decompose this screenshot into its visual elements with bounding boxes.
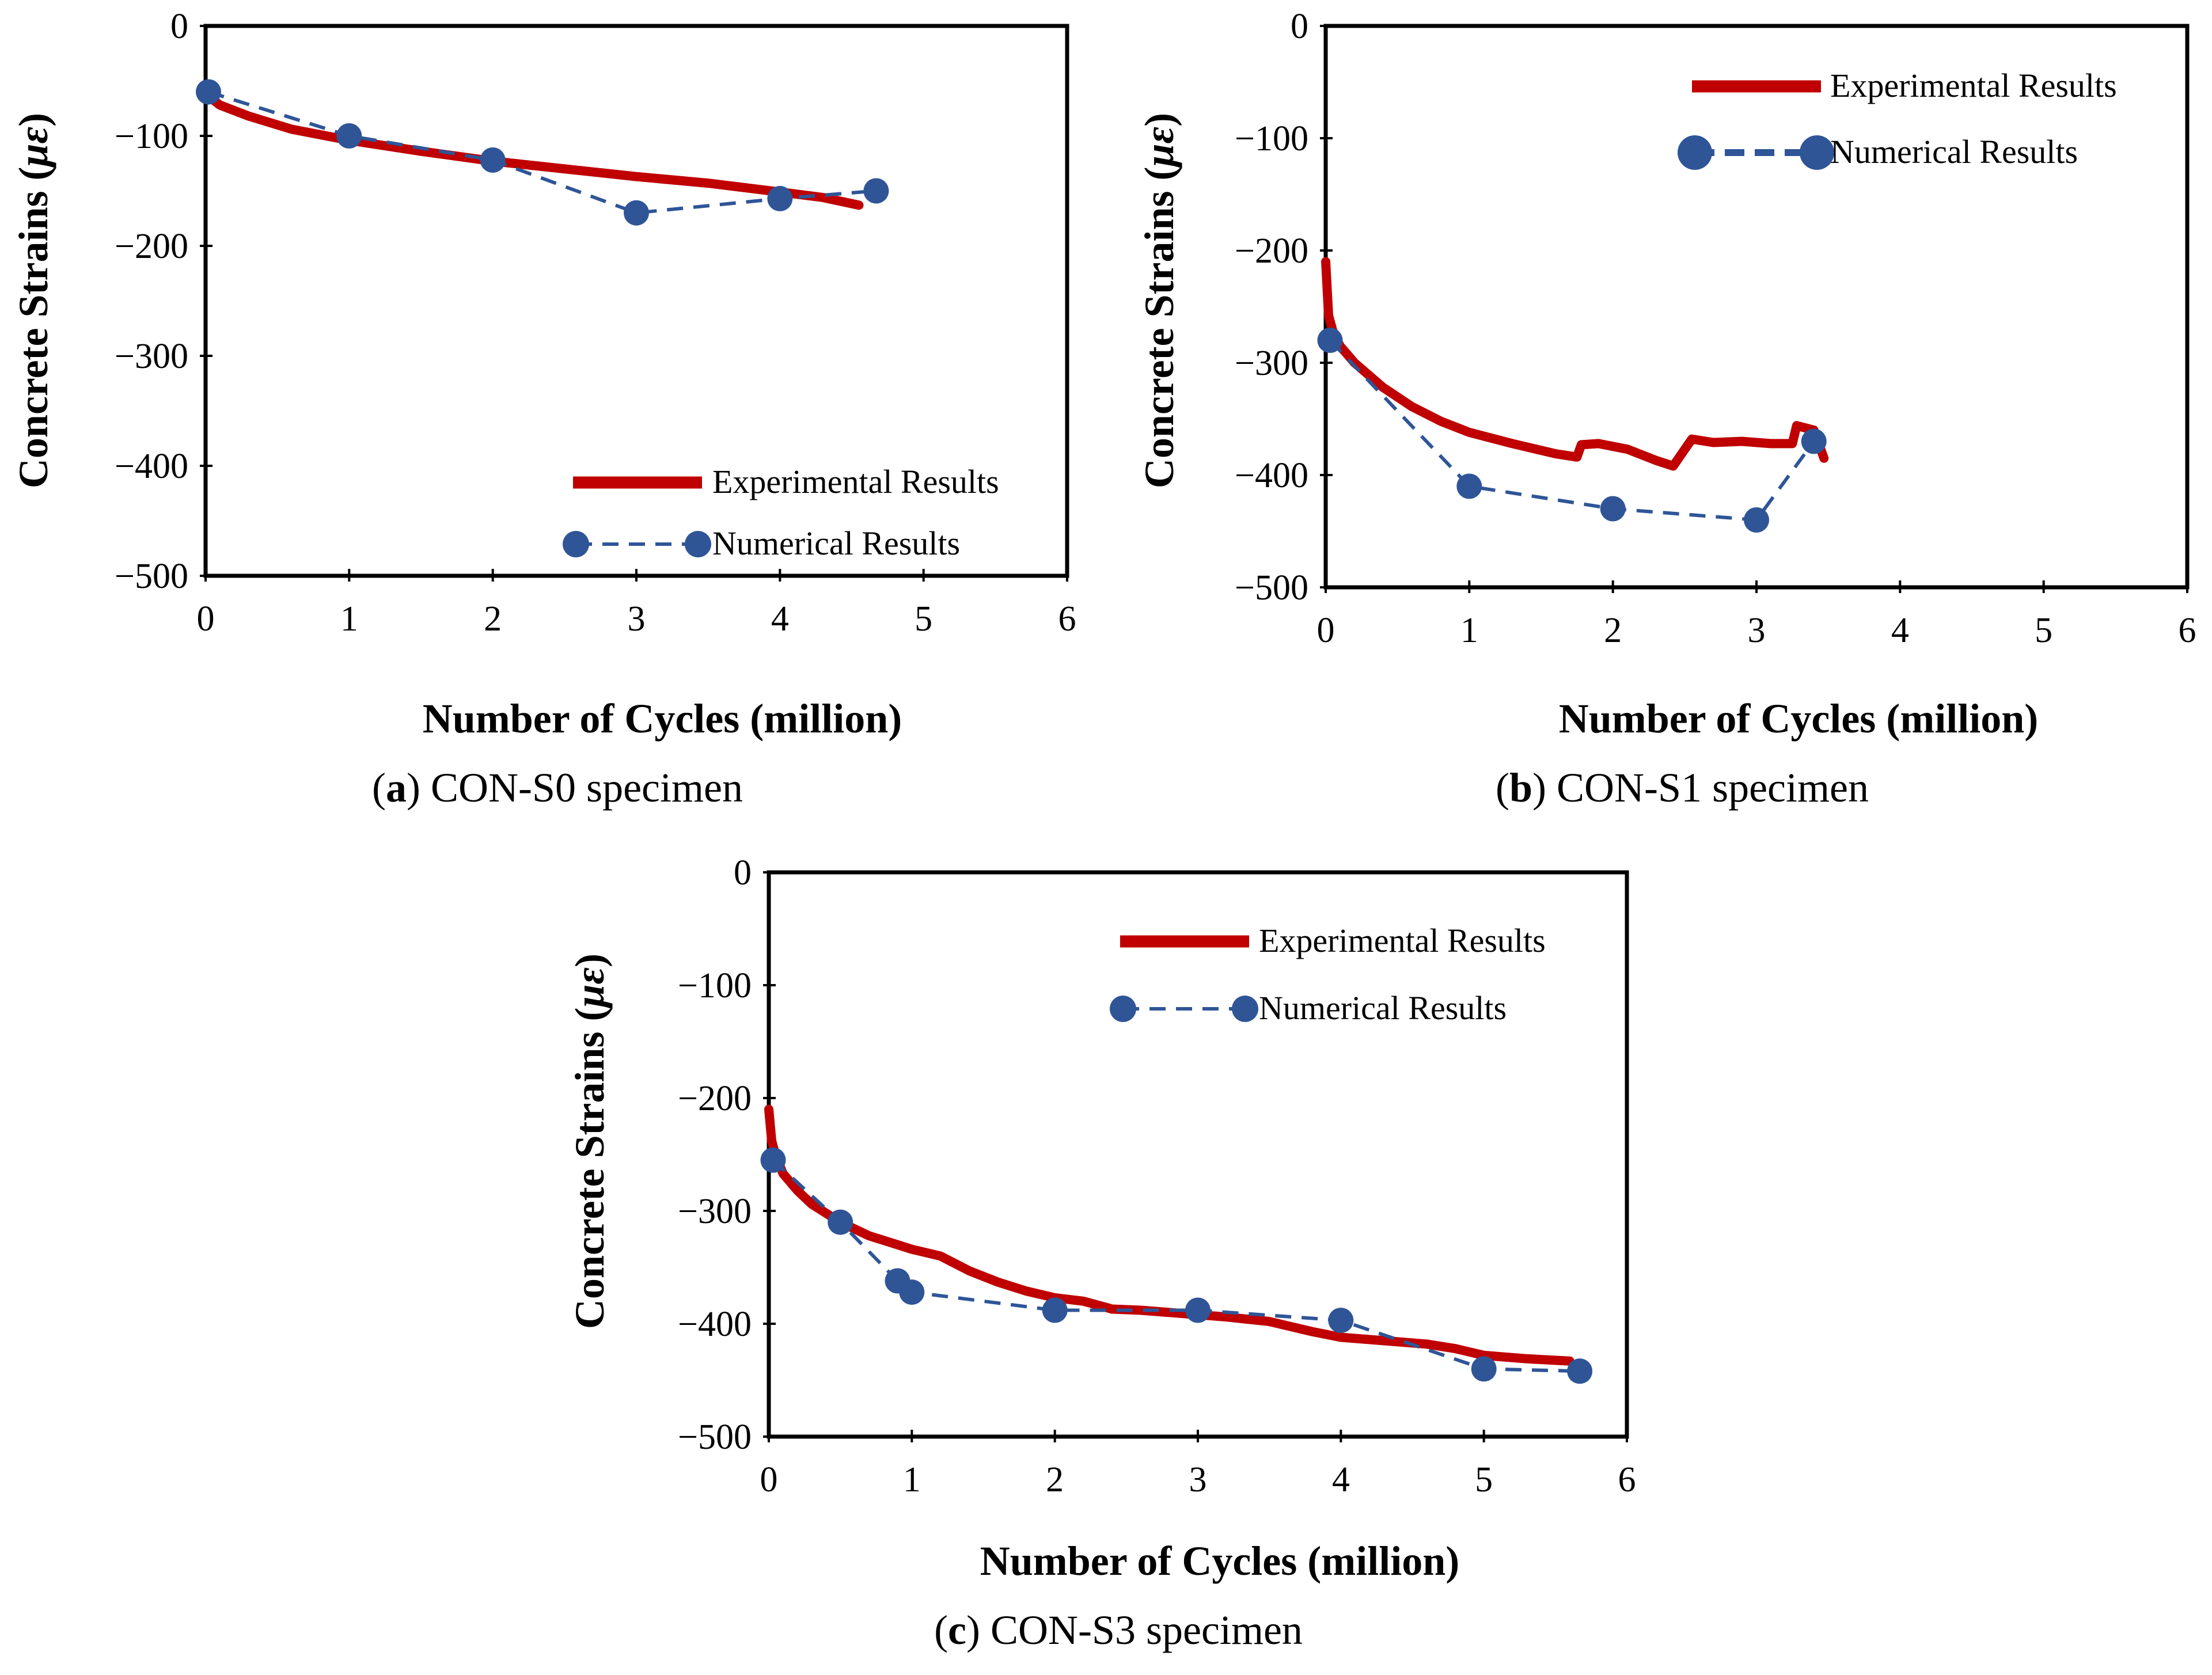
legend-experimental-label-a: Experimental Results: [712, 463, 999, 500]
legend-numerical-marker-right-a: [685, 531, 711, 557]
x-tick-label-c-1: 1: [903, 1460, 921, 1499]
numerical-point-c-8: [1567, 1358, 1593, 1384]
numerical-point-b-4: [1801, 428, 1827, 454]
legend-numerical-label-c: Numerical Results: [1259, 989, 1507, 1027]
numerical-series-line-c: [772, 1159, 1580, 1373]
y-tick-label-b-4: −400: [1235, 456, 1308, 495]
y-tick-label-c-4: −400: [678, 1305, 752, 1344]
x-tick-label-c-3: 3: [1189, 1460, 1207, 1499]
x-tick-label-b-6: 6: [2179, 611, 2196, 650]
numerical-point-c-1: [828, 1209, 853, 1235]
caption-c: (c) CON-S3 specimen: [934, 1607, 1303, 1653]
numerical-point-a-4: [767, 185, 793, 211]
legend-experimental-label-b: Experimental Results: [1830, 67, 2117, 104]
x-tick-label-a-3: 3: [628, 599, 646, 639]
legend-numerical-marker-right-b: [1800, 135, 1834, 170]
y-axis-label-c: Concrete Strains (με): [567, 954, 613, 1329]
y-tick-label-b-1: −100: [1235, 119, 1308, 158]
numerical-point-c-0: [760, 1147, 786, 1173]
y-tick-label-b-2: −200: [1235, 231, 1308, 271]
y-tick-label-b-0: 0: [1291, 7, 1308, 46]
y-tick-label-a-0: 0: [170, 7, 188, 46]
numerical-point-c-4: [1042, 1297, 1068, 1323]
y-tick-label-b-5: −500: [1235, 568, 1308, 607]
x-tick-label-b-0: 0: [1317, 611, 1335, 650]
x-tick-label-a-0: 0: [197, 599, 215, 639]
numerical-point-c-3: [899, 1279, 925, 1305]
numerical-point-c-5: [1185, 1297, 1211, 1323]
x-tick-label-c-4: 4: [1332, 1460, 1350, 1499]
experimental-series-line-b: [1321, 257, 1829, 471]
legend-a: Experimental Results Numerical Results: [563, 463, 999, 562]
y-tick-label-a-3: −300: [115, 337, 188, 376]
numerical-point-b-3: [1744, 507, 1769, 533]
x-tick-label-a-1: 1: [340, 599, 358, 639]
y-tick-label-b-3: −300: [1235, 344, 1308, 383]
y-tick-label-a-4: −400: [115, 447, 188, 486]
numerical-point-b-1: [1456, 473, 1482, 499]
x-tick-label-a-5: 5: [915, 599, 932, 639]
x-tick-label-c-2: 2: [1046, 1460, 1064, 1499]
numerical-point-c-6: [1328, 1308, 1354, 1334]
experimental-series-line-c: [764, 1104, 1574, 1366]
x-tick-label-a-4: 4: [771, 599, 789, 639]
y-tick-label-a-5: −500: [115, 557, 188, 596]
y-tick-label-c-0: 0: [734, 853, 752, 892]
y-tick-label-c-2: −200: [678, 1079, 752, 1118]
numerical-point-a-2: [480, 147, 506, 173]
numerical-point-a-5: [863, 178, 889, 204]
numerical-point-b-0: [1317, 328, 1343, 353]
x-tick-label-b-3: 3: [1748, 611, 1766, 650]
x-axis-label-c: Number of Cycles (million): [980, 1538, 1460, 1584]
numerical-point-b-2: [1600, 496, 1626, 522]
legend-numerical-marker-left-c: [1110, 996, 1136, 1022]
x-tick-label-b-1: 1: [1460, 611, 1478, 650]
caption-b: (b) CON-S1 specimen: [1496, 765, 1869, 811]
x-tick-label-c-0: 0: [760, 1460, 778, 1499]
numerical-point-a-1: [336, 123, 362, 149]
legend-numerical-marker-left-b: [1678, 135, 1712, 170]
numerical-point-a-0: [196, 79, 221, 105]
numerical-point-a-3: [624, 200, 649, 226]
y-tick-label-a-1: −100: [115, 117, 188, 156]
x-tick-label-b-4: 4: [1891, 611, 1909, 650]
y-tick-label-c-3: −300: [678, 1192, 752, 1231]
x-axis-label-a: Number of Cycles (million): [423, 696, 902, 742]
legend-numerical-marker-left-a: [563, 531, 589, 557]
y-tick-label-c-5: −500: [678, 1418, 752, 1457]
legend-numerical-label-b: Numerical Results: [1830, 133, 2078, 170]
numerical-point-c-7: [1471, 1356, 1497, 1382]
legend-numerical-label-a: Numerical Results: [712, 525, 960, 562]
y-tick-label-c-1: −100: [678, 966, 752, 1005]
legend-b: Experimental Results Numerical Results: [1678, 67, 2117, 170]
y-axis-label-a: Concrete Strains (με): [10, 113, 56, 488]
x-tick-label-b-2: 2: [1604, 611, 1622, 650]
legend-experimental-label-c: Experimental Results: [1259, 922, 1546, 959]
legend-c: Experimental Results Numerical Results: [1110, 922, 1546, 1027]
caption-a: (a) CON-S0 specimen: [372, 765, 743, 811]
x-tick-label-a-2: 2: [484, 599, 502, 639]
x-axis-label-b: Number of Cycles (million): [1559, 696, 2039, 742]
legend-numerical-marker-right-c: [1232, 996, 1258, 1022]
x-tick-label-c-5: 5: [1475, 1460, 1493, 1499]
x-tick-label-b-5: 5: [2035, 611, 2052, 650]
y-axis-label-b: Concrete Strains (με): [1136, 113, 1182, 488]
x-tick-label-a-6: 6: [1058, 599, 1076, 639]
x-tick-label-c-6: 6: [1618, 1460, 1636, 1499]
y-tick-label-a-2: −200: [115, 227, 188, 266]
